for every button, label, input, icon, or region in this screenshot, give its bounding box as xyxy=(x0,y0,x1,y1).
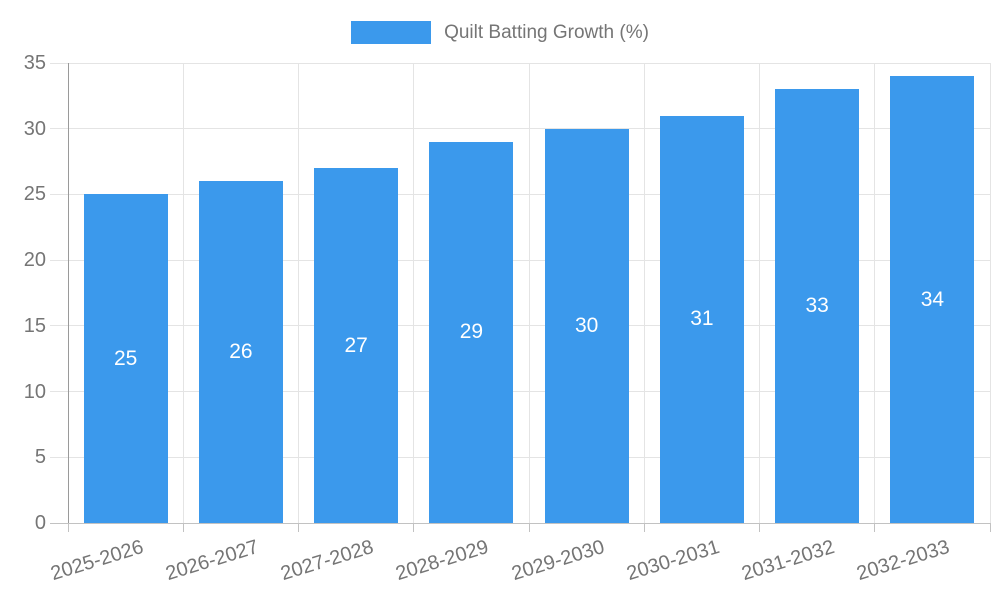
gridline-x-3 xyxy=(413,63,415,523)
x-axis-tick xyxy=(413,523,415,532)
x-axis-tick xyxy=(182,523,184,532)
gridline-x-6 xyxy=(759,63,760,523)
x-axis-tick xyxy=(874,523,876,532)
y-axis-line xyxy=(67,63,69,523)
y-axis-tick-label: 25 xyxy=(23,183,46,206)
bar[interactable]: 25 xyxy=(83,194,168,523)
gridline-x-1 xyxy=(182,63,184,523)
gridline-y-35 xyxy=(50,62,990,64)
bar-value-label: 31 xyxy=(690,307,714,331)
x-axis-tick-label: 2028-2029 xyxy=(393,536,492,586)
legend-swatch-icon xyxy=(351,21,432,44)
gridline-x-4 xyxy=(528,63,530,523)
x-axis-tick xyxy=(67,523,69,532)
bar[interactable]: 26 xyxy=(198,181,283,523)
bar-value-label: 25 xyxy=(113,346,138,370)
y-axis-tick-label: 35 xyxy=(23,52,46,74)
chart-legend[interactable]: Quilt Batting Growth (%) xyxy=(0,21,1000,44)
y-axis-tick-label: 0 xyxy=(34,512,46,534)
gridline-y-15 xyxy=(50,325,990,327)
bar-value-label: 33 xyxy=(805,294,829,318)
x-axis-tick xyxy=(298,523,299,532)
bar-value-label: 30 xyxy=(574,313,599,337)
gridline-y-25 xyxy=(50,193,990,195)
x-axis-tick xyxy=(528,523,530,532)
bar[interactable]: 30 xyxy=(544,128,629,523)
bar-value-label: 29 xyxy=(459,320,484,344)
bar-value-label: 27 xyxy=(344,333,368,357)
gridline-y-10 xyxy=(50,391,990,393)
bar[interactable]: 33 xyxy=(775,89,860,523)
bar[interactable]: 34 xyxy=(890,76,975,523)
x-axis-tick-label: 2032-2033 xyxy=(854,536,953,586)
y-axis-tick-label: 10 xyxy=(23,380,46,403)
gridline-x-5 xyxy=(643,63,645,523)
bar-value-label: 34 xyxy=(920,287,945,311)
x-axis-tick-label: 2031-2032 xyxy=(739,536,838,586)
x-axis-tick-label: 2025-2026 xyxy=(47,536,146,586)
gridline-y-30 xyxy=(50,128,990,130)
x-axis-tick-label: 2026-2027 xyxy=(163,536,261,586)
x-axis-tick xyxy=(643,523,645,532)
bar[interactable]: 27 xyxy=(314,168,399,523)
bar[interactable]: 29 xyxy=(429,141,514,523)
x-axis-tick xyxy=(759,523,760,532)
x-axis-tick-label: 2027-2028 xyxy=(278,536,377,586)
gridline-y-20 xyxy=(50,259,990,261)
gridline-x-7 xyxy=(874,63,876,523)
gridline-x-8 xyxy=(989,63,991,523)
bar-value-label: 26 xyxy=(229,340,253,364)
y-axis-tick-label: 5 xyxy=(34,446,46,469)
bar[interactable]: 31 xyxy=(659,115,744,523)
legend-label: Quilt Batting Growth (%) xyxy=(444,21,649,43)
gridline-x-2 xyxy=(298,63,299,523)
y-axis-tick-label: 15 xyxy=(23,314,46,337)
gridline-y-5 xyxy=(50,456,990,458)
x-axis-tick-label: 2029-2030 xyxy=(508,536,607,586)
y-axis-tick-label: 20 xyxy=(23,249,46,272)
x-axis-tick-label: 2030-2031 xyxy=(624,536,722,586)
y-axis-tick-label: 30 xyxy=(23,117,46,140)
gridline-y-0 xyxy=(50,522,990,524)
x-axis-tick xyxy=(989,523,991,532)
